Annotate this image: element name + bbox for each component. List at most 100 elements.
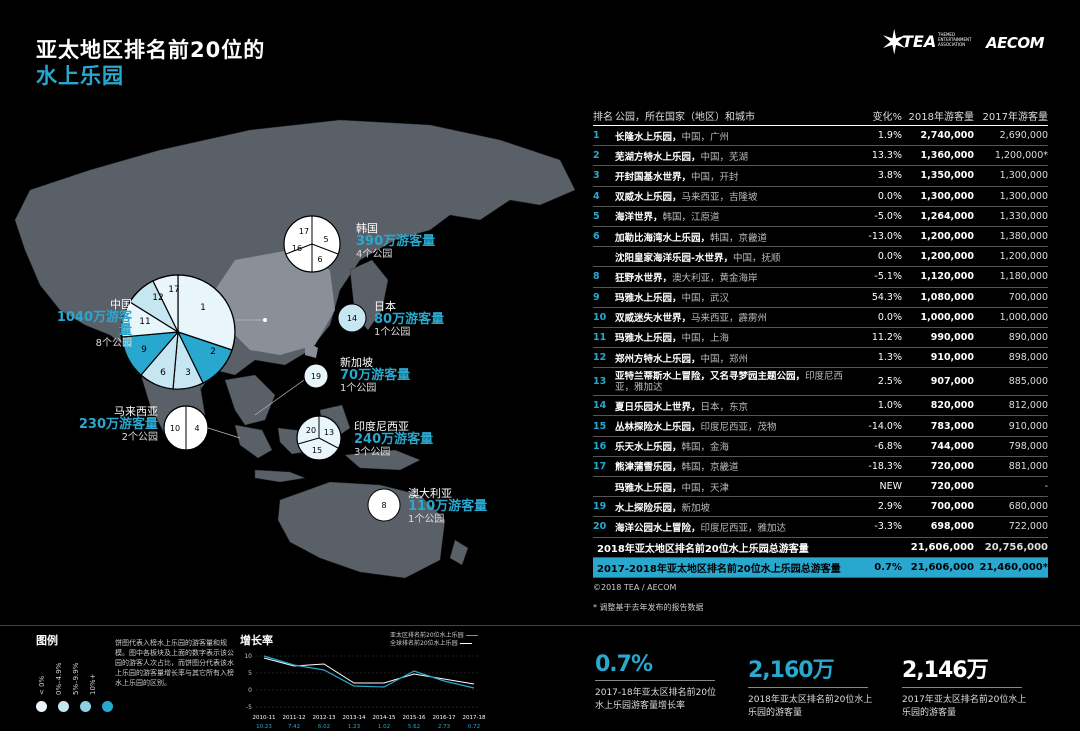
malaysia-pie: 10 4: [163, 405, 209, 451]
row-2018: 907,000: [930, 376, 974, 388]
table-row: 13 亚特兰蒂斯水上冒险，又名寻梦园主题公园，印度尼西亚，雅加达 2.5% 907,0…: [593, 368, 1048, 397]
growth-year-label: 2014-15: [373, 715, 396, 721]
row-park: 开封国基水世界，中国，开封: [615, 171, 739, 183]
growth-value-label: 10.23: [256, 724, 272, 730]
svg-text:5: 5: [323, 235, 328, 244]
row-2017: 1,330,000: [999, 210, 1048, 222]
row-change: 2.5%: [877, 376, 902, 388]
row-park: 海洋公园水上冒险，印度尼西亚，雅加达: [615, 522, 787, 534]
row-2017: 885,000: [1008, 376, 1048, 388]
row-park: 双威迷失水世界，马来西亚，霹雳州: [615, 313, 768, 325]
row-2018: 1,080,000: [920, 291, 975, 303]
growth-value-label: 0.72: [468, 724, 480, 730]
table-row: 3 开封国基水世界，中国，开封 3.8% 1,350,000 1,300,000: [593, 166, 1048, 187]
australia-pie: 8: [367, 488, 401, 522]
row-2017: 700,000: [1008, 291, 1048, 303]
table-row: 6 加勒比海湾水上乐园，韩国，京畿道 -13.0% 1,200,000 1,380,00…: [593, 227, 1048, 248]
row-2017: 1,200,000: [999, 251, 1048, 263]
star-icon: ✶: [880, 23, 909, 63]
row-change: 1.3%: [877, 352, 902, 364]
svg-text:5: 5: [248, 670, 252, 677]
australia-label: 澳大利亚 110万游客量 1个公园: [408, 487, 488, 525]
row-2017: -: [1044, 481, 1048, 493]
row-rank: 2: [593, 150, 600, 162]
svg-text:14: 14: [347, 314, 357, 323]
row-park: 双威水上乐园，马来西亚，吉隆坡: [615, 192, 758, 204]
row-park: 海洋世界，韩国，江原道: [615, 212, 720, 224]
growth-chart: 10 5 0 -5 2010-11 10.23 2011-12 7.42 2012-13…: [240, 646, 486, 731]
row-2017: 1,200,000*: [994, 150, 1048, 162]
row-2017: 1,180,000: [999, 271, 1048, 283]
china-label: 中国 1040万游客量 8个公园: [56, 298, 132, 349]
growth-value-label: 1.02: [378, 724, 390, 730]
korea-pie: 17 5 6 16: [283, 215, 341, 273]
legend-title: 图例: [36, 634, 58, 647]
row-rank: 16: [593, 440, 607, 452]
row-2017: 680,000: [1008, 501, 1048, 513]
growth-year-label: 2015-16: [403, 715, 426, 721]
table-row: 玛雅水上乐园，中国，天津 NEW 720,000 -: [593, 477, 1048, 498]
row-2017: 1,000,000: [999, 311, 1048, 323]
growth-year-label: 2017-18: [463, 715, 485, 721]
row-2018: 990,000: [930, 331, 974, 343]
divider: [0, 625, 1080, 626]
svg-text:6: 6: [160, 368, 166, 378]
row-2017: 798,000: [1008, 440, 1048, 452]
japan-pie: 14: [337, 303, 367, 333]
svg-text:17: 17: [168, 285, 179, 295]
asia-pacific-map: 1 2 3 6 9 11 12 17 17 5 6 16: [0, 110, 580, 580]
row-rank: 15: [593, 420, 607, 432]
row-rank: 1: [593, 130, 600, 142]
row-change: -13.0%: [868, 231, 902, 243]
svg-text:15: 15: [312, 446, 322, 455]
row-2018: 698,000: [930, 521, 974, 533]
growth-year-label: 2010-11: [253, 715, 276, 721]
table-row: 5 海洋世界，韩国，江原道 -5.0% 1,264,000 1,330,000: [593, 207, 1048, 227]
svg-text:12: 12: [152, 293, 163, 303]
row-2018: 910,000: [930, 352, 974, 364]
copyright: ©2018 TEA / AECOM: [593, 582, 677, 592]
row-change: -5.0%: [874, 210, 902, 222]
row-2018: 720,000: [930, 481, 974, 493]
malaysia-label: 马来西亚 230万游客量 2个公园: [78, 405, 158, 443]
singapore-label: 新加坡 70万游客量 1个公园: [340, 356, 411, 394]
row-change: 0.0%: [877, 251, 902, 263]
row-rank: 3: [593, 170, 600, 182]
growth-value-label: 7.42: [288, 724, 300, 730]
table-row: 12 郑州方特水上乐园，中国，郑州 1.3% 910,000 898,000: [593, 348, 1048, 369]
row-2018: 1,120,000: [920, 271, 975, 283]
table-row: 1 长隆水上乐园，中国，广州 1.9% 2,740,000 2,690,000: [593, 126, 1048, 147]
singapore-pie: 19: [303, 363, 329, 389]
svg-text:3: 3: [185, 368, 191, 378]
kpi-growth: 0.7% 2017-18年亚太区排名前20位水上乐园游客量增长率: [595, 652, 717, 711]
legend-swatches: [36, 697, 119, 716]
legend-swatch: [36, 701, 47, 712]
legend-text: 饼图代表入榜水上乐园的游客量和规模。图中各板块及上面的数字表示该公园的游客人次占…: [115, 639, 234, 687]
row-change: -3.3%: [874, 521, 902, 533]
row-2018: 783,000: [930, 420, 974, 432]
row-park: 郑州方特水上乐园，中国，郑州: [615, 353, 749, 365]
row-2017: 910,000: [1008, 420, 1048, 432]
svg-text:8: 8: [381, 501, 386, 510]
aecom-logo: AECOM: [986, 34, 1045, 52]
table-row: 沈阳皇家海洋乐园-水世界，中国，抚顺 0.0% 1,200,000 1,200,000: [593, 247, 1048, 268]
row-park: 熊津蒲雪乐园，韩国，京畿道: [615, 462, 739, 474]
row-change: -6.8%: [874, 440, 902, 452]
growth-value-label: 1.23: [348, 724, 361, 730]
row-park: 长隆水上乐园，中国，广州: [615, 131, 730, 143]
table-header: 排名 公园，所在国家（地区）和城市 变化% 2018年游客量 2017年游客量: [593, 106, 1048, 126]
row-rank: 6: [593, 231, 600, 243]
legend-swatch: [80, 701, 92, 712]
growth-title: 增长率: [240, 634, 273, 647]
table-row: 17 熊津蒲雪乐园，韩国，京畿道 -18.3% 720,000 881,000: [593, 457, 1048, 477]
row-park: 芜湖方特水上乐园，中国，芜湖: [615, 151, 749, 163]
growth-value-label: 6.02: [318, 724, 330, 730]
table-row: 2 芜湖方特水上乐园，中国，芜湖 13.3% 1,360,000 1,200,000*: [593, 146, 1048, 167]
svg-text:20: 20: [306, 426, 316, 435]
row-park: 玛雅水上乐园，中国，天津: [615, 482, 730, 494]
row-rank: 9: [593, 291, 600, 303]
row-2017: 1,380,000: [999, 231, 1048, 243]
row-park: 乐天水上乐园，韩国，金海: [615, 442, 730, 454]
row-park: 玛雅水上乐园，中国，上海: [615, 333, 730, 345]
growth-year-label: 2016-17: [433, 715, 456, 721]
